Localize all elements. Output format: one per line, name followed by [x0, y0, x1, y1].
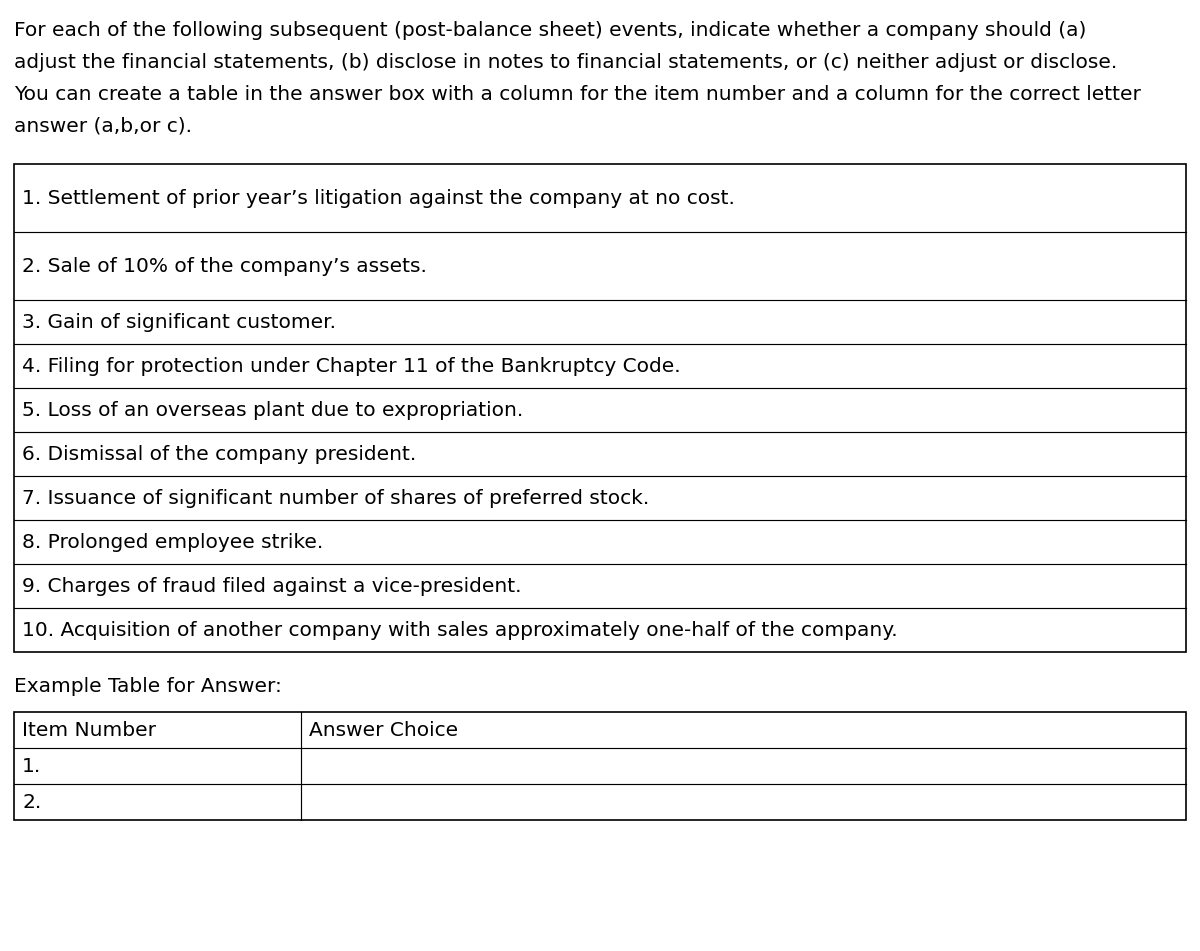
Text: adjust the financial statements, (b) disclose in notes to financial statements, : adjust the financial statements, (b) dis… [14, 52, 1117, 71]
Text: 2. Sale of 10% of the company’s assets.: 2. Sale of 10% of the company’s assets. [22, 257, 427, 276]
Text: Item Number: Item Number [22, 721, 156, 740]
Text: 1.: 1. [22, 756, 41, 775]
Text: 3. Gain of significant customer.: 3. Gain of significant customer. [22, 313, 336, 332]
Text: 1. Settlement of prior year’s litigation against the company at no cost.: 1. Settlement of prior year’s litigation… [22, 188, 734, 207]
Text: 9. Charges of fraud filed against a vice-president.: 9. Charges of fraud filed against a vice… [22, 576, 522, 595]
Text: 4. Filing for protection under Chapter 11 of the Bankruptcy Code.: 4. Filing for protection under Chapter 1… [22, 357, 680, 376]
Text: 8. Prolonged employee strike.: 8. Prolonged employee strike. [22, 533, 323, 552]
Text: 7. Issuance of significant number of shares of preferred stock.: 7. Issuance of significant number of sha… [22, 489, 649, 508]
Text: 6. Dismissal of the company president.: 6. Dismissal of the company president. [22, 444, 416, 463]
Text: 2.: 2. [22, 792, 41, 811]
Bar [14, 164, 1186, 652]
Text: You can create a table in the answer box with a column for the item number and a: You can create a table in the answer box… [14, 85, 1141, 104]
Text: 10. Acquisition of another company with sales approximately one-half of the comp: 10. Acquisition of another company with … [22, 620, 898, 639]
Bar [14, 712, 1186, 820]
Text: For each of the following subsequent (post-balance sheet) events, indicate wheth: For each of the following subsequent (po… [14, 21, 1086, 40]
Text: Example Table for Answer:: Example Table for Answer: [14, 676, 282, 695]
Text: 5. Loss of an overseas plant due to expropriation.: 5. Loss of an overseas plant due to expr… [22, 400, 523, 419]
Text: answer (a,b,or c).: answer (a,b,or c). [14, 117, 192, 135]
Text: Answer Choice: Answer Choice [310, 721, 458, 740]
